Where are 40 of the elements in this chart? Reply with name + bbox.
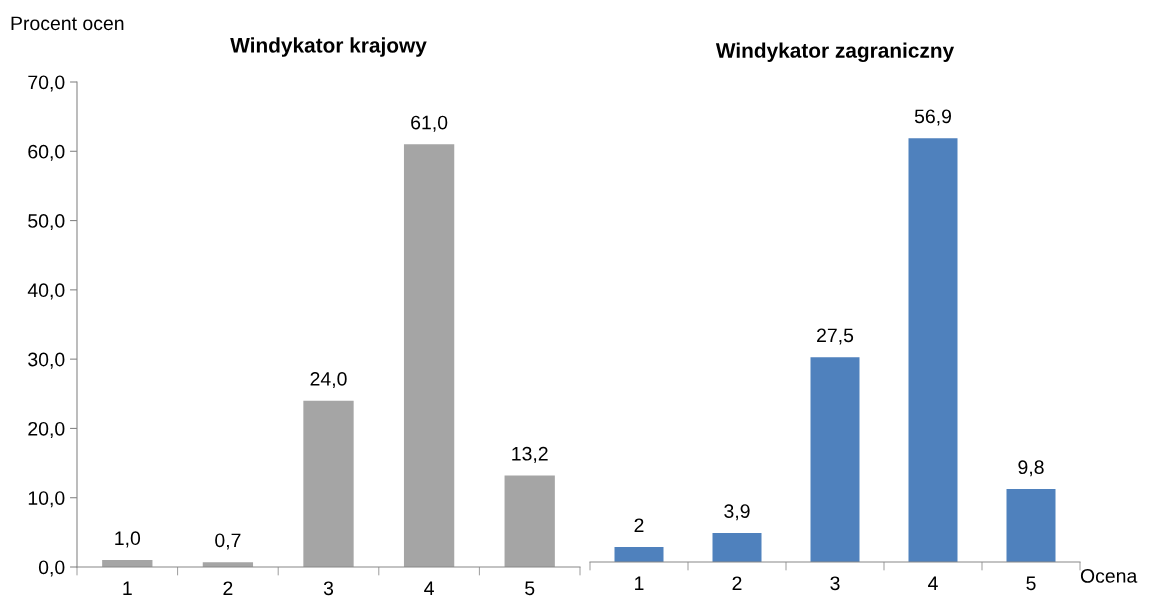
data-label: 56,9 bbox=[914, 109, 951, 126]
x-tick-label: 5 bbox=[525, 581, 535, 596]
y-tick-label: 40,0 bbox=[27, 283, 65, 300]
y-tick-label: 50,0 bbox=[28, 214, 65, 231]
x-tick-label: 2 bbox=[732, 576, 742, 590]
bar bbox=[908, 138, 958, 562]
y-tick-label: 60,0 bbox=[28, 144, 65, 161]
chart-title: Windykator krajowy bbox=[230, 37, 427, 57]
x-tick-label: 1 bbox=[123, 581, 132, 595]
y-tick-label: 0,0 bbox=[38, 560, 65, 577]
data-label: 13,2 bbox=[512, 446, 548, 463]
x-tick-label: 3 bbox=[830, 576, 840, 591]
data-label: 3,9 bbox=[724, 504, 750, 521]
y-tick-label: 10,0 bbox=[28, 491, 65, 508]
x-tick-label: 4 bbox=[928, 576, 938, 590]
bar bbox=[712, 532, 762, 562]
data-label: 1,0 bbox=[115, 531, 141, 548]
data-label: 61,0 bbox=[411, 115, 448, 132]
x-axis-title: Ocena bbox=[1080, 569, 1138, 583]
bar bbox=[810, 357, 860, 562]
bar bbox=[303, 400, 354, 567]
y-tick-label: 70,0 bbox=[28, 75, 65, 92]
bar bbox=[1006, 489, 1056, 562]
chart-title: Windykator zagraniczny bbox=[715, 42, 955, 63]
data-label: 2 bbox=[634, 518, 644, 532]
x-tick-label: 3 bbox=[323, 581, 334, 596]
x-tick-label: 4 bbox=[424, 581, 434, 595]
y-axis-title: Procent ocen bbox=[11, 16, 124, 31]
x-tick-label: 1 bbox=[635, 576, 644, 590]
data-label: 24,0 bbox=[310, 371, 347, 389]
data-label: 9,8 bbox=[1018, 460, 1044, 477]
y-tick-label: 20,0 bbox=[28, 421, 65, 438]
data-label: 0,7 bbox=[215, 533, 241, 550]
bar bbox=[614, 547, 664, 562]
bar bbox=[504, 475, 555, 567]
data-label: 27,5 bbox=[817, 328, 854, 345]
x-tick-label: 2 bbox=[223, 581, 233, 595]
bar bbox=[403, 144, 455, 567]
y-tick-label: 30,0 bbox=[28, 352, 65, 369]
x-tick-label: 5 bbox=[1026, 576, 1036, 591]
